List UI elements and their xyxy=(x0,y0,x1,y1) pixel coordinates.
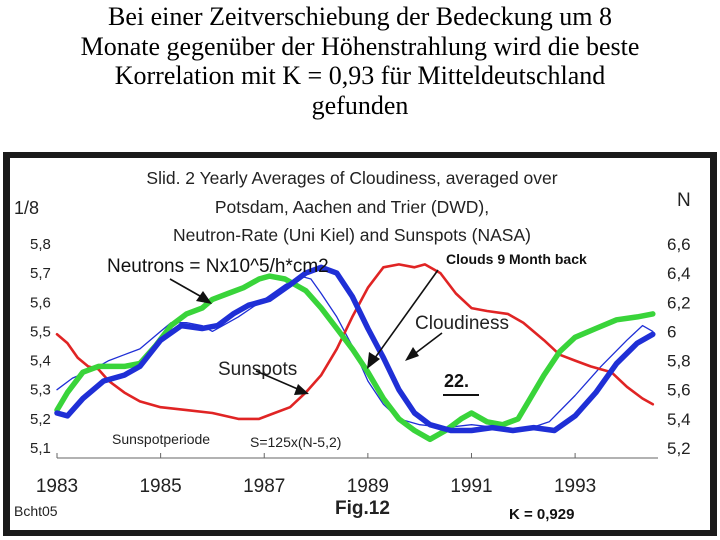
heading-line-3: Korrelation mit K = 0,93 für Mitteldeuts… xyxy=(114,61,606,90)
x-tick-1: 1985 xyxy=(139,476,181,497)
x-tick-4: 1991 xyxy=(450,476,492,497)
heading-line-4: gefunden xyxy=(311,90,409,120)
y-tick-right-2: 6,2 xyxy=(667,293,691,312)
annotation-cloudiness: Cloudiness xyxy=(415,313,509,334)
annotation-neutrons: Neutrons = Nx10^5/h*cm2 xyxy=(107,256,329,277)
y-tick-left-6: 5,2 xyxy=(30,411,51,428)
y-tick-right-1: 6,4 xyxy=(667,264,691,283)
annotation-sunspots: Sunspots xyxy=(218,359,297,380)
x-tick-5: 1993 xyxy=(554,476,596,497)
y-tick-left-0: 5,8 xyxy=(30,236,51,253)
axis-ticks: 5,8 5,7 5,6 5,5 5,4 5,3 5,2 5,1 6,6 6,4 6,2 6 5,8 5,6… xyxy=(30,235,691,497)
y-tick-left-4: 5,4 xyxy=(30,353,51,370)
arrow-sunspots xyxy=(255,370,309,395)
heading-line-2: Monate gegenüber der Höhenstrahlung wird… xyxy=(80,31,640,61)
x-tick-2: 1987 xyxy=(243,476,285,497)
heading-line-1: Bei einer Zeitverschiebung der Bedeckung… xyxy=(108,2,612,31)
y-axis-label-left: 1/8 xyxy=(14,198,39,218)
y-tick-left-7: 5,1 xyxy=(30,440,51,457)
y-tick-right-7: 5,2 xyxy=(667,439,691,458)
footer-center: Fig.12 xyxy=(335,498,390,519)
y-tick-right-5: 5,6 xyxy=(667,381,691,400)
chart-title-line-2: Potsdam, Aachen and Trier (DWD), xyxy=(215,197,489,217)
chart-title-line-3: Neutron-Rate (Uni Kiel) and Sunspots (NA… xyxy=(173,225,531,245)
series-layer xyxy=(54,263,656,443)
annotation-formula: S=125x(N-5,2) xyxy=(250,434,341,450)
y-tick-left-5: 5,3 xyxy=(30,382,51,399)
arrow-neutrons xyxy=(169,278,212,304)
slide-heading: Bei einer Zeitverschiebung der Bedeckung… xyxy=(0,2,720,120)
chart-title-line-1: Slid. 2 Yearly Averages of Cloudiness, a… xyxy=(146,168,557,188)
figure-panel xyxy=(10,158,710,530)
y-tick-left-3: 5,5 xyxy=(30,323,51,340)
y-tick-right-3: 6 xyxy=(667,322,676,341)
series-neutrons-shifted xyxy=(54,264,656,434)
footer-left: Bcht05 xyxy=(14,503,58,519)
annotation-sunspotperiode: Sunspotperiode xyxy=(112,431,210,447)
y-axis-label-right: N xyxy=(677,190,691,211)
footer-right: K = 0,929 xyxy=(509,506,574,523)
arrow-clouds-back xyxy=(367,269,439,369)
annotation-number: 22. xyxy=(444,371,469,391)
arrow-cloudiness xyxy=(405,332,443,361)
series-neutrons-thin xyxy=(56,275,654,432)
y-tick-right-6: 5,4 xyxy=(667,410,691,429)
annotation-clouds-back: Clouds 9 Month back xyxy=(446,251,587,267)
x-tick-3: 1989 xyxy=(347,476,389,497)
y-tick-left-2: 5,6 xyxy=(30,294,51,311)
y-tick-right-4: 5,8 xyxy=(667,352,691,371)
y-tick-right-0: 6,6 xyxy=(667,235,691,254)
series-sunspots xyxy=(55,263,655,421)
x-tick-0: 1983 xyxy=(36,476,78,497)
y-tick-left-1: 5,7 xyxy=(30,265,51,282)
